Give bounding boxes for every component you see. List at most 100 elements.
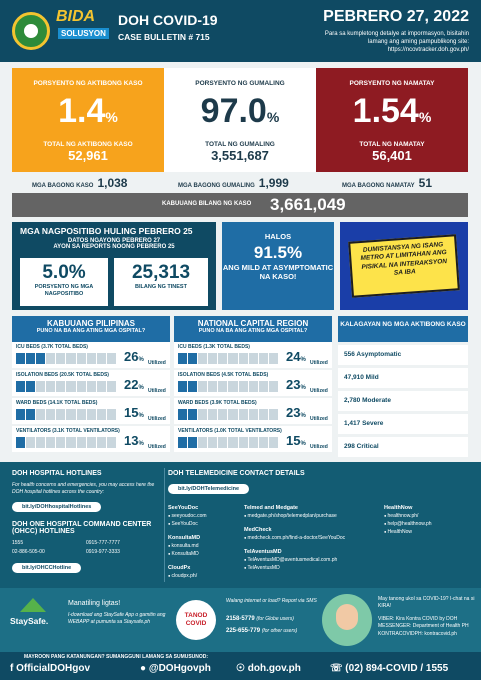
provider-link[interactable]: help@healthnow.ph xyxy=(384,521,468,527)
active-status-title: KALAGAYAN NG MGA AKTIBONG KASO xyxy=(338,316,468,342)
stat-total: 52,961 xyxy=(68,148,108,163)
kira-intro: May tanong ukol sa COVID-19? I-chat na s… xyxy=(378,596,475,609)
tested-label: BILANG NG TINEST xyxy=(135,284,187,290)
hotlines-link[interactable]: bit.ly/DOHhospitalHotlines xyxy=(12,502,102,512)
provider-link[interactable]: healthnow.ph/ xyxy=(384,513,468,519)
hospital-panel-title: KABUUANG PILIPINAS xyxy=(46,319,135,328)
telemed-link[interactable]: bit.ly/DOHTelemedicine xyxy=(168,484,250,494)
website-link[interactable]: ☉ doh.gov.ph xyxy=(236,663,301,674)
tanod-covid-logo: TANOD COVID xyxy=(176,600,216,640)
twitter-link[interactable]: ● @DOHgovph xyxy=(140,663,211,674)
stat-total: 56,401 xyxy=(372,148,412,163)
stat-sub-label: TOTAL NG AKTIBONG KASO xyxy=(43,141,133,148)
utilization-segment xyxy=(228,409,238,420)
hospital-panel-title: NATIONAL CAPITAL REGION xyxy=(197,319,309,328)
utilization-segment xyxy=(66,381,76,392)
utilization-segment xyxy=(16,353,26,364)
mild-value: 91.5% xyxy=(253,243,303,262)
utilization-segment xyxy=(188,353,198,364)
provider-link[interactable]: medgate.ph/shop/telemedplan/purchase xyxy=(244,513,384,519)
utilization-bar xyxy=(178,353,278,364)
stat-label: PORSYENTO NG GUMALING xyxy=(195,80,285,87)
utilization-segment xyxy=(218,353,228,364)
phone-number: ☏ (02) 894-COVID / 1555 xyxy=(330,663,449,674)
utilization-segment xyxy=(208,437,218,448)
provider-link[interactable]: KonsultaMD xyxy=(168,551,244,557)
provider-link[interactable]: seeyoudoc.com xyxy=(168,513,244,519)
utilization-segment xyxy=(86,381,96,392)
utilized-label: Utilized xyxy=(148,388,166,394)
utilization-segment xyxy=(218,409,228,420)
utilization-segment xyxy=(86,437,96,448)
positivity-rate-box: 5.0% PORSYENTO NG MGA NAGPOSITIBO xyxy=(20,258,108,306)
bed-row: VENTILATORS (1.0K TOTAL VENTILATORS) 15%… xyxy=(174,426,332,454)
provider-link[interactable]: TelAventusMD xyxy=(244,565,384,571)
provider-link[interactable]: konsulta.md xyxy=(168,543,244,549)
utilized-label: Utilized xyxy=(310,360,328,366)
ohcc-number: 0919-977-3333 xyxy=(86,548,120,555)
provider-link[interactable]: TelAventusMD@aventusmedical.com.ph xyxy=(244,557,384,563)
utilization-percent: 13% xyxy=(124,433,144,448)
utilization-segment xyxy=(46,353,56,364)
provider-link[interactable]: medcheck.com.ph/find-a-doctor/SeeYouDoc xyxy=(244,535,384,541)
hotlines-section: DOH HOSPITAL HOTLINES For health concern… xyxy=(0,462,481,588)
stat-sub-label: TOTAL NG GUMALING xyxy=(205,141,275,148)
telemed-title: DOH TELEMEDICINE CONTACT DETAILS xyxy=(168,470,305,477)
utilization-segment xyxy=(96,353,106,364)
utilization-segment xyxy=(46,437,56,448)
provider-link[interactable]: SeeYouDoc xyxy=(168,521,244,527)
positivity-sub1: DATOS NGAYONG PEBRERO 27 xyxy=(67,238,161,244)
active-status-row: 556 Asymptomatic xyxy=(338,345,468,365)
utilization-segment xyxy=(268,353,278,364)
utilization-percent: 22% xyxy=(124,377,144,392)
utilization-segment xyxy=(188,409,198,420)
provider-name: HealthNow xyxy=(384,505,413,511)
utilization-segment xyxy=(76,409,86,420)
utilization-segment xyxy=(258,437,268,448)
active-cases-card: PORSYENTO NG AKTIBONG KASO 1.4% TOTAL NG… xyxy=(12,68,164,172)
provider-link[interactable]: HealthNow xyxy=(384,529,468,535)
utilization-segment xyxy=(178,409,188,420)
utilized-label: Utilized xyxy=(310,444,328,450)
utilization-percent: 15% xyxy=(124,405,144,420)
provider-name: SeeYouDoc xyxy=(168,505,199,511)
deaths-card: PORSYENTO NG NAMATAY 1.54% TOTAL NG NAMA… xyxy=(316,68,468,172)
bulletin-number: CASE BULLETIN # 715 xyxy=(118,32,210,42)
active-status-row: 298 Critical xyxy=(338,437,468,457)
positivity-sub2: AYON SA REPORTS NOONG PEBRERO 25 xyxy=(53,244,175,250)
facebook-link[interactable]: f OfficialDOHgov xyxy=(10,663,91,674)
utilization-segment xyxy=(198,437,208,448)
utilization-segment xyxy=(228,353,238,364)
facebook-icon: f xyxy=(10,663,17,674)
hospital-panel-subtitle: PUNO NA BA ANG ATING MGA OSPITAL? xyxy=(36,328,146,334)
positivity-rate-label: PORSYENTO NG MGA NAGPOSITIBO xyxy=(34,284,94,297)
utilization-bar xyxy=(178,381,278,392)
utilization-segment xyxy=(96,409,106,420)
tracker-note: Para sa kumpletong detalye at impormasyo… xyxy=(324,31,469,54)
positivity-panel: MGA NAGPOSITIBO HULING PEBRERO 25 DATOS … xyxy=(12,222,216,310)
utilization-segment xyxy=(198,381,208,392)
utilization-segment xyxy=(26,353,36,364)
bed-row: ISOLATION BEDS (20.5K TOTAL BEDS) 22% Ut… xyxy=(12,370,170,398)
provider-link[interactable]: cloudpx.ph/ xyxy=(168,573,244,579)
utilization-bar xyxy=(16,381,116,392)
mild-line1: HALOS xyxy=(264,232,292,241)
utilization-segment xyxy=(26,437,36,448)
telemed-col-2: Telmed and Medgate medgate.ph/shop/telem… xyxy=(244,497,384,579)
ohcc-numbers: 1555 0915-777-7777 02-886-505-00 0919-97… xyxy=(12,539,160,556)
active-status-row: 47,910 Mild xyxy=(338,368,468,388)
footer-caption: MAYROON PANG KATANUNGAN? SUMANGGUNI LAMA… xyxy=(24,654,209,660)
utilization-segment xyxy=(208,353,218,364)
utilization-segment xyxy=(228,381,238,392)
staysafe-logo: StaySafe. xyxy=(10,598,56,642)
positivity-rate-value: 5.0% xyxy=(42,262,86,283)
hospital-panel-ph: KABUUANG PILIPINAS PUNO NA BA ANG ATING … xyxy=(12,316,170,456)
ohcc-link[interactable]: bit.ly/OHCCHotline xyxy=(12,563,82,573)
utilization-percent: 15% xyxy=(286,433,306,448)
provider-name: TelAventusMD xyxy=(244,549,282,555)
bed-label: VENTILATORS (1.0K TOTAL VENTILATORS) xyxy=(178,428,282,434)
telemed-col-1: SeeYouDoc seeyoudoc.com SeeYouDoc Konsul… xyxy=(168,497,244,579)
utilization-segment xyxy=(238,381,248,392)
utilization-segment xyxy=(208,409,218,420)
divider xyxy=(164,468,165,582)
